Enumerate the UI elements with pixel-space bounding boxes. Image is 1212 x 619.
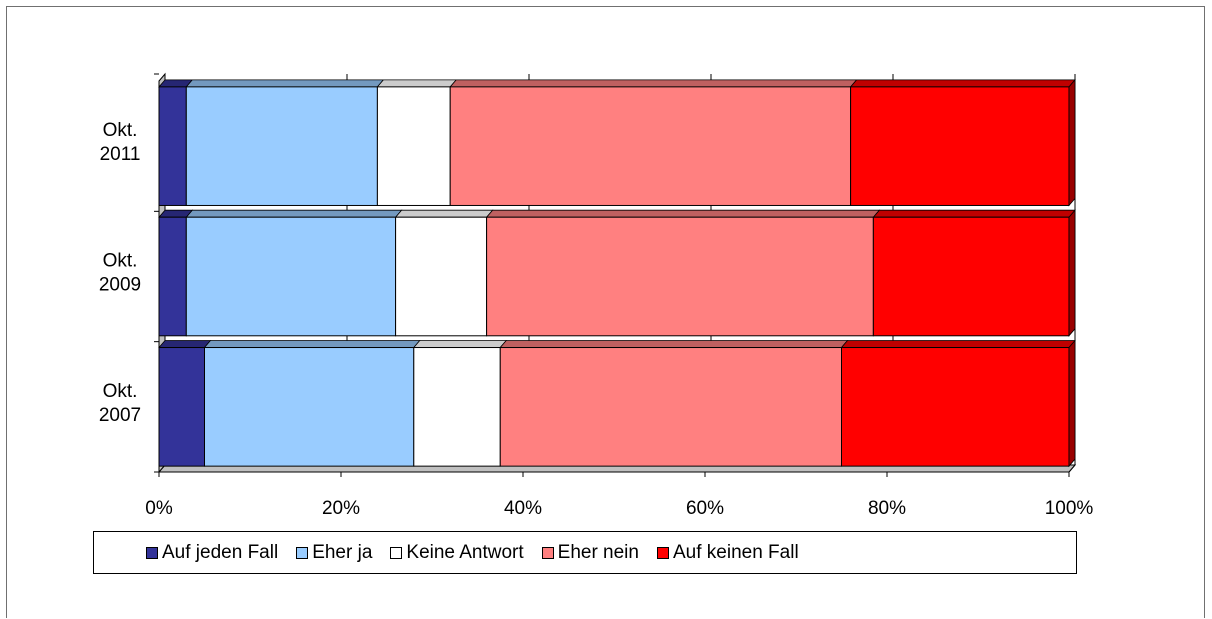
x-tick-label: 20%: [322, 498, 360, 519]
y-tick-label-line: 2009: [99, 275, 141, 296]
y-tick-label-line: 2007: [99, 405, 141, 426]
legend-label: Eher ja: [312, 541, 373, 563]
y-tick-label-line: Okt.: [103, 251, 138, 272]
legend-label: Auf keinen Fall: [672, 541, 799, 563]
bar-segment: [203, 340, 421, 467]
bar-side-face: [1068, 209, 1076, 337]
bar-segment: [485, 209, 881, 337]
axis-labels: Okt. 2011 Okt. 2009 Okt. 2007 0% 20% 40% 60% 80% 10…: [99, 120, 1094, 519]
bar-segment: [872, 209, 1076, 337]
y-tick-label: Okt. 2009: [99, 251, 141, 296]
bar-top-face: [449, 79, 858, 88]
bar-side-face: [1068, 339, 1076, 468]
bar-segment: [185, 79, 385, 206]
x-tick-label: 100%: [1045, 498, 1094, 519]
bar-top-face: [203, 340, 421, 348]
legend-swatch: [296, 546, 309, 559]
legend-swatch: [390, 546, 403, 559]
x-tick-label: 40%: [504, 498, 542, 519]
bar-top-face: [185, 79, 385, 88]
legend-swatch: [656, 546, 669, 559]
bar-front-face: [376, 86, 451, 206]
bars: [158, 78, 1076, 468]
y-tick-label: Okt. 2007: [99, 381, 141, 426]
bar-top-face: [158, 340, 212, 348]
bar-segment: [394, 209, 494, 337]
bar-top-face: [376, 79, 458, 88]
bar-front-face: [158, 86, 187, 206]
bar-segment: [158, 340, 212, 467]
x-tick-label: 80%: [868, 498, 906, 519]
legend-label: Eher nein: [557, 541, 639, 563]
bar-top-face: [394, 209, 494, 218]
bar-top-face: [840, 340, 1076, 348]
legend-item: Eher nein: [541, 541, 639, 564]
bar-segment: [185, 209, 403, 337]
y-tick-label-line: 2011: [100, 144, 141, 165]
bar-front-face: [185, 86, 378, 206]
bar-front-face: [158, 216, 187, 337]
legend-label: Auf jeden Fall: [162, 541, 279, 563]
bar-segment: [499, 340, 849, 467]
bar-side-face: [1068, 78, 1076, 207]
legend-item: Auf jeden Fall: [146, 542, 278, 564]
bar-segment: [849, 78, 1076, 207]
bar-front-face: [204, 347, 415, 467]
x-tick-label: 60%: [686, 498, 724, 519]
bar-segment: [412, 340, 508, 467]
bar-front-face: [486, 216, 874, 337]
bar-top-face: [185, 209, 403, 218]
bar-front-face: [841, 347, 1070, 467]
legend-item: Auf keinen Fall: [656, 541, 799, 564]
bar-front-face: [185, 216, 397, 337]
bar-top-face: [485, 209, 881, 218]
bar-front-face: [449, 86, 852, 206]
bar-top-face: [872, 209, 1076, 218]
bar-front-face: [158, 347, 205, 467]
bar-front-face: [395, 216, 488, 337]
bar-segment: [449, 79, 858, 206]
bar-front-face: [413, 347, 501, 467]
legend-swatch: [146, 546, 158, 559]
bar-front-face: [850, 86, 1070, 206]
bar-top-face: [499, 340, 849, 348]
bar-top-face: [412, 340, 508, 348]
bar-front-face: [872, 216, 1070, 337]
legend-swatch: [541, 546, 554, 559]
y-tick-label-line: Okt.: [103, 120, 138, 141]
bar-segment: [376, 79, 458, 206]
bar-segment: [840, 339, 1076, 468]
bar-segment: [158, 79, 194, 206]
bar-segment: [158, 209, 194, 337]
y-tick-label: Okt. 2011: [100, 120, 141, 165]
y-tick-label-line: Okt.: [103, 381, 138, 402]
legend-item: Keine Antwort: [390, 541, 524, 564]
legend-label: Keine Antwort: [406, 541, 524, 563]
x-tick-label: 0%: [145, 498, 173, 519]
bar-front-face: [499, 347, 842, 467]
legend: Auf jeden Fall Eher ja Keine Antwort Eher n…: [93, 531, 1077, 574]
bar-top-face: [849, 79, 1076, 88]
legend-item: Eher ja: [296, 542, 372, 564]
